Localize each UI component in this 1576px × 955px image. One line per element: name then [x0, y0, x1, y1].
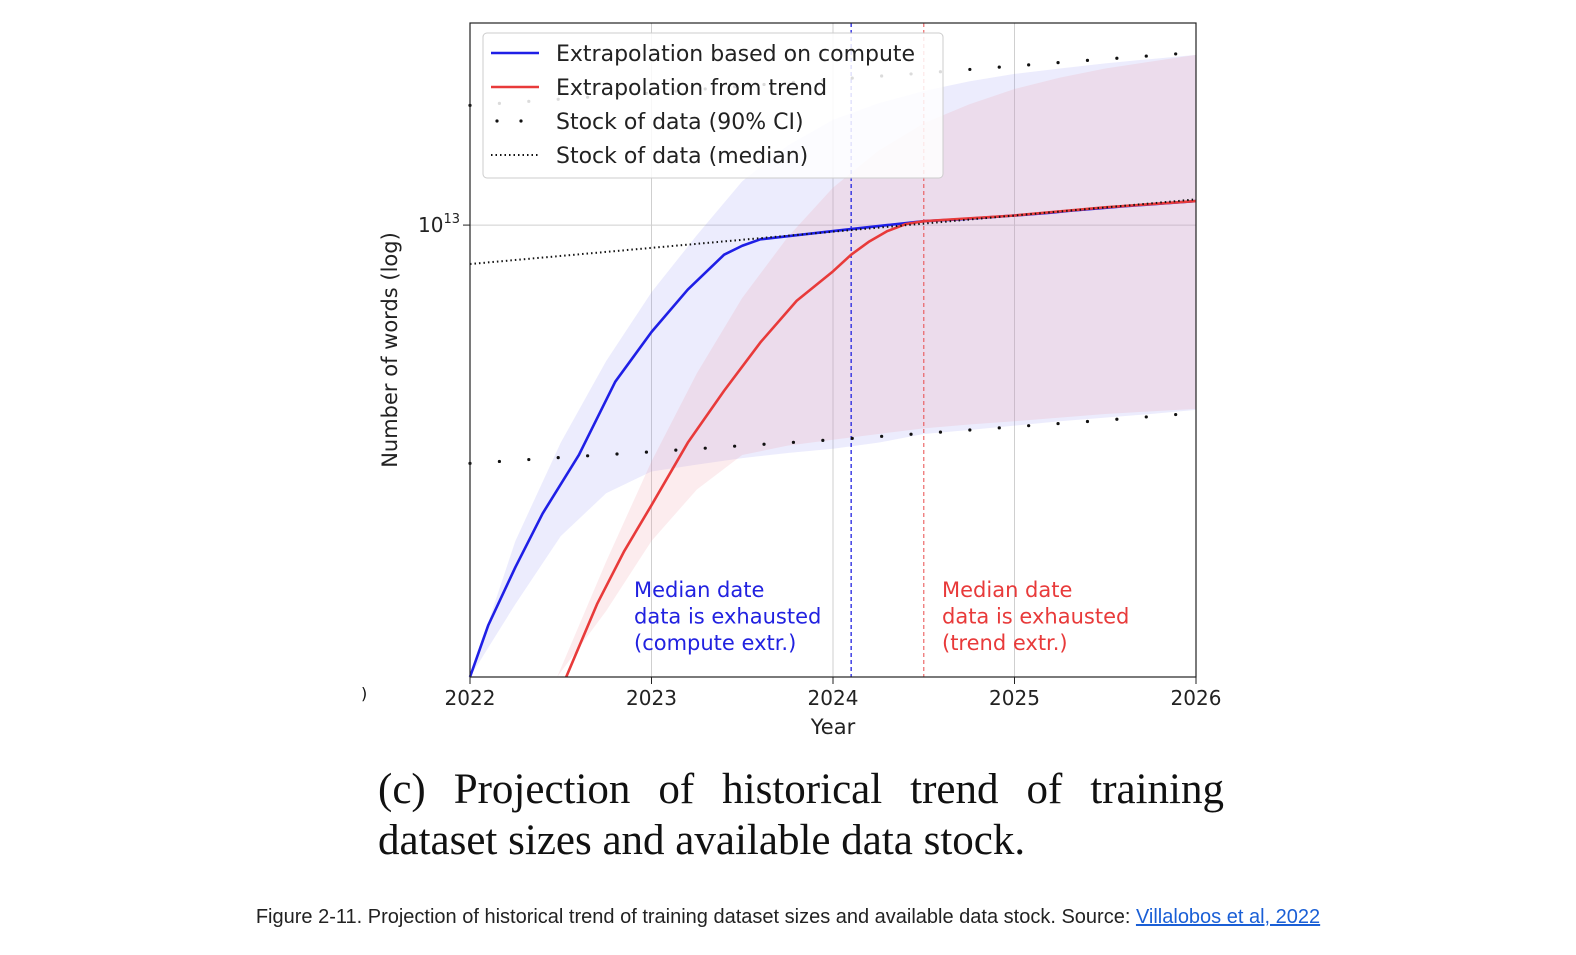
ci-dot-low — [1174, 412, 1178, 417]
legend-box — [482, 32, 944, 179]
vline-annotation-line: (compute extr.) — [634, 631, 796, 655]
x-tick-label: 2024 — [808, 686, 859, 710]
legend-label: Stock of data (median) — [556, 144, 808, 169]
ci-dot-low — [644, 450, 649, 454]
ci-dot-low — [762, 442, 766, 446]
source-link[interactable]: Villalobos et al, 2022 — [1135, 906, 1321, 928]
legend-label: Extrapolation from trend — [556, 76, 827, 101]
legend-swatch-dot — [495, 119, 499, 123]
ci-dot-low — [615, 452, 619, 456]
vline-annotation-line: Median date — [942, 578, 1072, 602]
vline-annotation-line: Median date — [634, 578, 764, 602]
y-tick-label: 1013 — [418, 212, 460, 237]
ci-dot-high — [1056, 61, 1060, 65]
x-tick-label: 2023 — [626, 686, 677, 710]
ci-dot-low — [1085, 419, 1090, 424]
y-axis-label: Number of words (log) — [378, 232, 402, 468]
ci-dot-low — [527, 457, 531, 462]
ci-band-compute — [470, 54, 1196, 677]
ci-dot-low — [968, 428, 972, 432]
ci-dot-low — [997, 426, 1001, 430]
ci-dot-high — [997, 65, 1001, 69]
legend: Extrapolation based on compute Extrapolat… — [482, 32, 944, 179]
ci-dot-low — [1115, 417, 1119, 421]
ci-dot-low — [703, 446, 707, 450]
ci-dot-low — [909, 432, 913, 436]
vline-annotation-line: data is exhausted — [634, 605, 821, 629]
ci-dot-high — [1144, 54, 1148, 58]
ci-dot-low — [1144, 415, 1148, 419]
x-tick-label: 2025 — [989, 686, 1040, 710]
ci-dot-high — [1115, 56, 1119, 60]
ci-dot-low — [556, 456, 560, 460]
ci-dot-low — [1027, 424, 1031, 428]
ci-dot-low — [938, 430, 943, 434]
series-line-trend — [564, 199, 1197, 678]
vline-annotation-line: (trend extr.) — [942, 631, 1068, 655]
series-lines — [468, 198, 1197, 678]
ci-dot-low — [674, 448, 678, 452]
ci-dot-high — [1174, 52, 1178, 56]
ci-dot-low — [586, 454, 590, 458]
legend-swatch-dot — [519, 119, 523, 123]
ci-dot-high — [1085, 58, 1090, 63]
vline-annotation-line: data is exhausted — [942, 605, 1129, 629]
ci-dot-low — [821, 438, 825, 442]
ci-dot-low — [497, 459, 502, 464]
ci-dot-low — [850, 436, 854, 440]
ci-dot-high — [1027, 63, 1031, 67]
figure-caption: Figure 2-11. Projection of historical tr… — [0, 906, 1576, 929]
ci-dot-low — [733, 444, 737, 448]
x-tick-label: 2026 — [1171, 686, 1222, 710]
x-axis-ticks: 2022 2023 2024 2025 2026 — [445, 677, 1222, 710]
ci-band-trend — [557, 54, 1196, 677]
x-axis-label: Year — [810, 715, 856, 739]
figure-subcaption: (c) Projection of historical trend of tr… — [378, 766, 1224, 864]
ci-dot-low — [880, 434, 884, 438]
legend-label: Extrapolation based on compute — [556, 42, 915, 67]
ci-dot-high — [968, 67, 972, 72]
legend-label: Stock of data (90% CI) — [556, 110, 804, 135]
stray-mark: ) — [361, 684, 368, 703]
x-tick-label: 2022 — [445, 686, 496, 710]
ci-dot-low — [1056, 421, 1060, 426]
ci-dot-low — [791, 440, 796, 444]
confidence-bands — [470, 54, 1196, 677]
figure-caption-text: Figure 2-11. Projection of historical tr… — [255, 906, 1136, 928]
y-axis-ticks: 1013 — [418, 212, 470, 237]
